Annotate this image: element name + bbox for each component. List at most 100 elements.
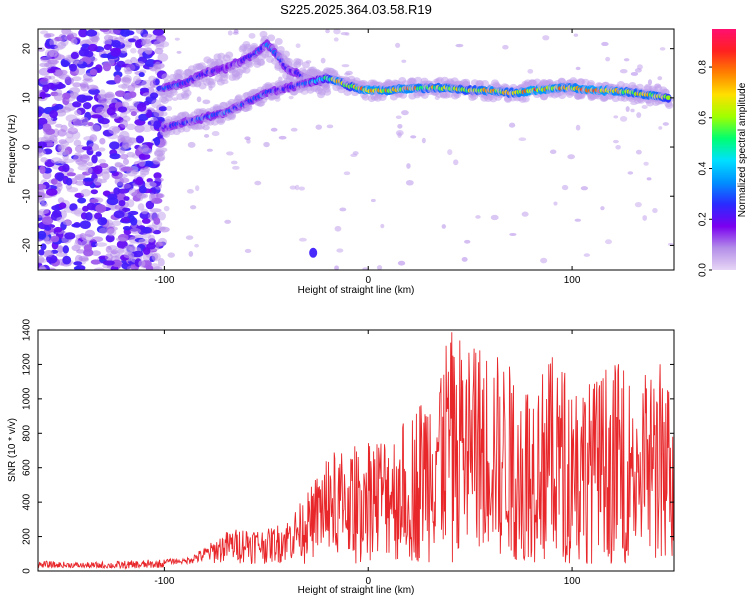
colorbar-label: Normalized spectral amplitude <box>737 82 748 217</box>
heatmap-cell <box>334 265 339 270</box>
heatmap-cell <box>85 211 93 221</box>
heatmap-cell <box>71 223 81 228</box>
heatmap-cell <box>152 157 161 165</box>
heatmap-cell <box>159 41 170 48</box>
heatmap-cell <box>195 185 200 192</box>
heatmap-cell <box>149 192 156 202</box>
heatmap-cell <box>294 184 300 191</box>
heatmap-cell <box>112 220 122 227</box>
heatmap-cell <box>407 77 416 85</box>
heatmap-cell <box>126 123 136 131</box>
heatmap-cell <box>39 78 50 85</box>
heatmap-cell <box>123 251 135 259</box>
heatmap-cell <box>38 141 48 149</box>
heatmap-cell <box>138 72 145 78</box>
heatmap-cell <box>186 188 194 194</box>
heatmap-cell <box>38 67 51 76</box>
heatmap-cell <box>350 153 358 158</box>
heatmap-cell <box>122 207 131 212</box>
heatmap-cell <box>38 137 49 142</box>
heatmap-cell <box>245 60 254 68</box>
heatmap-y-tick-label: 0 <box>22 144 33 150</box>
heatmap-cell <box>123 196 130 201</box>
heatmap-cell <box>153 266 163 270</box>
heatmap-cell <box>104 253 113 262</box>
heatmap-cell <box>99 137 106 145</box>
colorbar-tick-label: 0.6 <box>698 110 709 124</box>
heatmap-cell <box>49 38 58 47</box>
heatmap-cell <box>542 35 550 41</box>
heatmap-cell <box>52 79 60 85</box>
heatmap-cell <box>62 220 72 226</box>
heatmap-cell <box>71 76 82 82</box>
heatmap-cell <box>641 105 648 109</box>
heatmap-cell <box>39 165 46 174</box>
heatmap-cell <box>397 123 403 129</box>
heatmap-cell <box>95 106 106 115</box>
heatmap-cell <box>278 135 287 140</box>
heatmap-cell <box>135 78 142 83</box>
heatmap-cell <box>126 265 135 270</box>
heatmap-cell <box>106 228 117 237</box>
heatmap-cell <box>158 106 168 112</box>
heatmap-cell <box>81 146 93 151</box>
heatmap-cell <box>325 29 330 34</box>
heatmap-cell <box>169 88 178 96</box>
heatmap-cell <box>120 101 130 108</box>
heatmap-cell <box>630 108 635 113</box>
heatmap-cell <box>659 47 666 51</box>
heatmap-cell <box>111 39 121 48</box>
heatmap-cell <box>197 122 206 130</box>
heatmap-cell <box>658 126 663 130</box>
heatmap-cell <box>50 235 60 243</box>
heatmap-cell <box>97 158 107 164</box>
heatmap-cell <box>289 185 297 190</box>
heatmap-cell <box>157 52 169 62</box>
heatmap-cell <box>139 87 149 93</box>
heatmap-cell <box>575 124 581 131</box>
heatmap-cell <box>89 134 98 143</box>
heatmap-cell <box>267 34 276 42</box>
heatmap-cell <box>98 227 108 234</box>
heatmap-cell <box>53 92 64 102</box>
heatmap-y-tick-label: 20 <box>22 43 33 55</box>
heatmap-cell <box>157 226 166 231</box>
heatmap-cell <box>230 160 238 165</box>
heatmap-cell <box>67 127 79 135</box>
heatmap-cell <box>475 215 481 219</box>
heatmap-cell <box>72 117 83 127</box>
heatmap-cell <box>80 83 90 92</box>
heatmap-cell <box>55 182 63 188</box>
heatmap-cell <box>226 151 234 156</box>
heatmap-cell <box>167 252 175 258</box>
heatmap-cell <box>635 149 642 155</box>
heatmap-y-label: Frequency (Hz) <box>7 115 18 184</box>
snr-y-tick-label: 1400 <box>22 318 33 341</box>
heatmap-cell <box>225 51 234 59</box>
heatmap-cell <box>91 241 98 248</box>
heatmap-cell <box>89 198 99 204</box>
heatmap-cell <box>627 171 634 175</box>
heatmap-cell <box>464 239 471 244</box>
heatmap-cell <box>54 44 64 51</box>
heatmap-cell <box>118 199 126 207</box>
heatmap-cell <box>90 189 98 195</box>
heatmap-cell <box>120 48 128 54</box>
heatmap-cell <box>122 76 131 86</box>
heatmap-cell <box>410 135 417 139</box>
heatmap-cell <box>106 166 118 172</box>
heatmap-cell <box>334 225 342 232</box>
heatmap-cell <box>64 232 76 240</box>
heatmap-cell <box>143 160 154 167</box>
heatmap-cell <box>62 245 69 254</box>
heatmap-cell <box>461 257 468 262</box>
heatmap-cell <box>521 211 529 217</box>
heatmap-cell <box>141 218 151 224</box>
heatmap-cell <box>502 44 509 50</box>
snr-y-tick-label: 400 <box>22 493 33 510</box>
heatmap-cell <box>128 91 137 98</box>
heatmap-cell <box>69 63 77 72</box>
heatmap-cell <box>361 93 370 101</box>
heatmap-cell <box>380 223 385 229</box>
